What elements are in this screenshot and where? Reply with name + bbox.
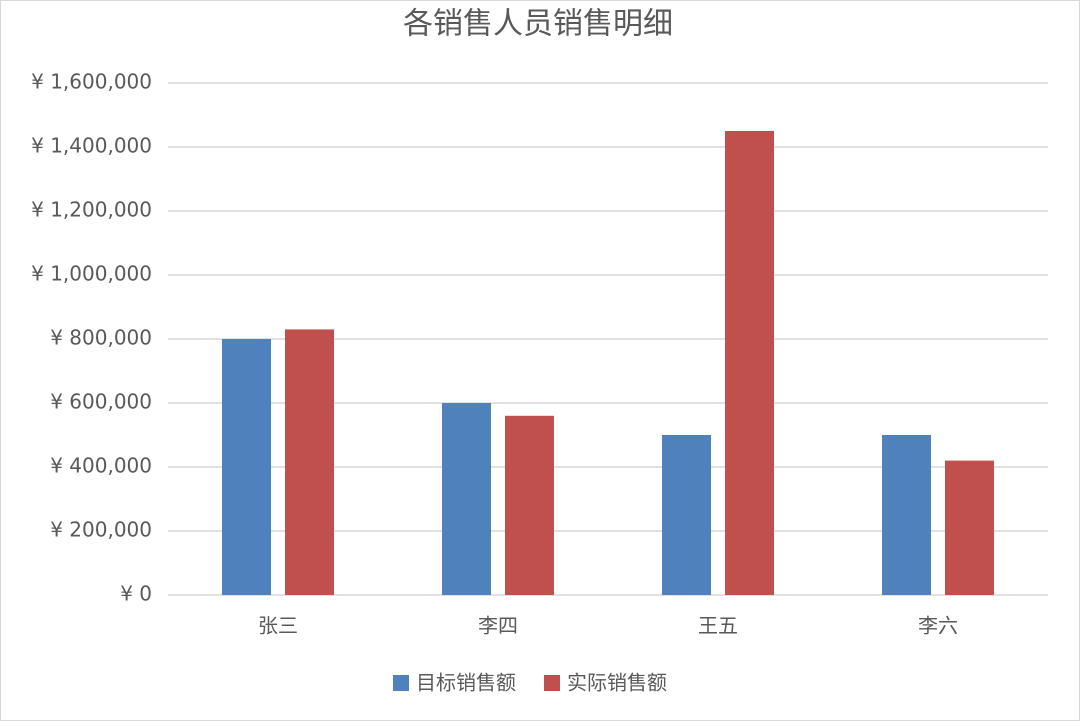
bar	[882, 435, 931, 595]
bar	[945, 460, 994, 595]
y-tick-label: ¥ 800,000	[50, 326, 152, 350]
chart-title: 各销售人员销售明细	[403, 7, 673, 42]
y-tick-label: ¥ 1,600,000	[31, 70, 152, 94]
x-tick-label: 王五	[698, 614, 738, 638]
y-tick-label: ¥ 600,000	[50, 390, 152, 414]
bar	[505, 415, 554, 595]
bar	[442, 403, 491, 595]
bar	[725, 131, 774, 595]
bar	[285, 329, 334, 595]
bar	[222, 339, 271, 595]
legend-label: 目标销售额	[416, 671, 516, 695]
x-tick-label: 李四	[478, 614, 518, 638]
x-tick-label: 张三	[258, 614, 298, 638]
legend-label: 实际销售额	[567, 671, 667, 695]
y-tick-label: ¥ 1,000,000	[31, 262, 152, 286]
x-tick-label: 李六	[918, 614, 958, 638]
bar	[662, 435, 711, 595]
y-tick-label: ¥ 1,200,000	[31, 198, 152, 222]
legend-swatch	[544, 675, 560, 691]
legend-swatch	[393, 675, 409, 691]
y-tick-label: ¥ 400,000	[50, 454, 152, 478]
y-tick-label: ¥ 1,400,000	[31, 134, 152, 158]
y-tick-label: ¥ 0	[120, 582, 152, 606]
y-tick-label: ¥ 200,000	[50, 518, 152, 542]
